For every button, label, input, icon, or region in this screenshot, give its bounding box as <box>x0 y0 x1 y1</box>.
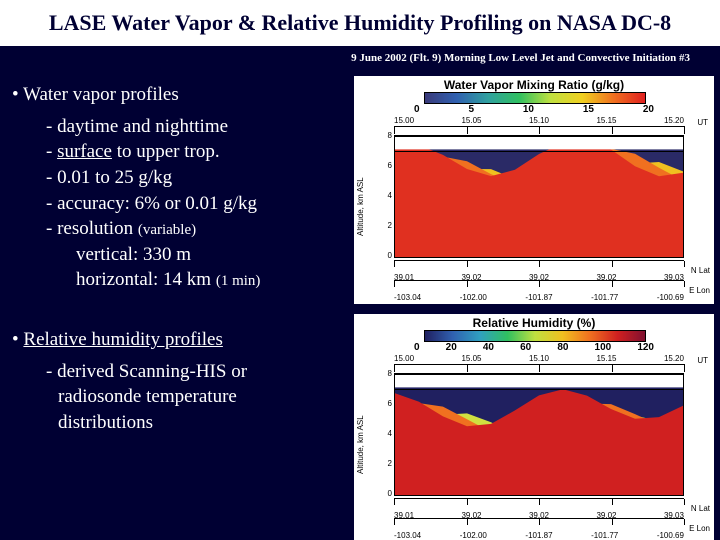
colorbar-tick: 20 <box>643 104 654 115</box>
sub-horizontal-prefix: horizontal: 14 km <box>76 269 216 290</box>
y-tick: 6 <box>380 161 392 170</box>
y-tick: 2 <box>380 459 392 468</box>
sub-accuracy: - accuracy: 6% or 0.01 g/kg <box>12 191 362 217</box>
y-tick: 2 <box>380 221 392 230</box>
colorbar-tick: 100 <box>595 342 612 353</box>
title-band: LASE Water Vapor & Relative Humidity Pro… <box>0 0 720 48</box>
colorbar-tick: 0 <box>414 342 420 353</box>
ut-label: UT <box>697 356 708 365</box>
colorbar-tick: 15 <box>583 104 594 115</box>
sub-vertical: vertical: 330 m <box>12 242 362 268</box>
time-tick: 15.10 <box>529 354 549 363</box>
y-tick: 6 <box>380 399 392 408</box>
lon-label: E Lon <box>689 524 710 533</box>
chart-relative-humidity: Relative Humidity (%)02040608010012015.0… <box>354 314 714 540</box>
sub-horizontal: horizontal: 14 km (1 min) <box>12 267 362 293</box>
colorbar-tick: 5 <box>468 104 474 115</box>
slide: LASE Water Vapor & Relative Humidity Pro… <box>0 0 720 540</box>
bullet-water-vapor: • Water vapor profiles <box>12 82 362 108</box>
axis-tick: -101.77 <box>591 531 618 540</box>
sub-surface: - surface to upper trop. <box>12 139 362 165</box>
time-tick: 15.20 <box>664 116 684 125</box>
sub-surface-suffix: to upper trop. <box>112 141 220 162</box>
sub-surface-prefix: - <box>46 141 57 162</box>
y-tick: 0 <box>380 251 392 260</box>
y-tick: 0 <box>380 489 392 498</box>
bullet-rh-underlined: Relative humidity profiles <box>23 329 222 350</box>
time-tick: 15.00 <box>394 354 414 363</box>
chart-column: Water Vapor Mixing Ratio (g/kg)051015201… <box>354 76 714 540</box>
lat-label: N Lat <box>691 266 710 275</box>
axis-tick: -103.04 <box>394 293 421 302</box>
y-tick: 4 <box>380 191 392 200</box>
y-tick: 4 <box>380 429 392 438</box>
flight-alt-line <box>395 389 683 390</box>
sub-range: - 0.01 to 25 g/kg <box>12 165 362 191</box>
sub-resolution: - resolution (variable) <box>12 216 362 242</box>
flight-alt-line <box>395 151 683 152</box>
time-tick: 15.05 <box>461 354 481 363</box>
plot-area <box>394 374 684 496</box>
ut-label: UT <box>697 118 708 127</box>
chart-title: Relative Humidity (%) <box>354 316 714 330</box>
lon-label: E Lon <box>689 286 710 295</box>
colorbar-ticks: 0 5 10 15 20 <box>414 104 654 115</box>
colorbar <box>424 330 646 342</box>
sub-rh-a: - derived Scanning-HIS or <box>12 359 362 385</box>
bullet-rh: • Relative humidity profiles <box>12 327 362 353</box>
colorbar-tick: 40 <box>483 342 494 353</box>
time-tick: 15.15 <box>596 354 616 363</box>
axis-tick: -101.87 <box>525 293 552 302</box>
sub-rh-b: radiosonde temperature <box>12 384 362 410</box>
time-tick: 15.05 <box>461 116 481 125</box>
colorbar-tick: 80 <box>557 342 568 353</box>
page-title: LASE Water Vapor & Relative Humidity Pro… <box>49 10 671 36</box>
axis-tick: -100.69 <box>657 293 684 302</box>
colorbar-tick: 120 <box>637 342 654 353</box>
bullet-rh-prefix: • <box>12 329 23 350</box>
time-tick: 15.10 <box>529 116 549 125</box>
time-tick: 15.15 <box>596 116 616 125</box>
y-tick: 8 <box>380 131 392 140</box>
colorbar-tick: 20 <box>446 342 457 353</box>
sub-daytime: - daytime and nighttime <box>12 114 362 140</box>
axis-tick: -102.00 <box>460 293 487 302</box>
y-tick: 8 <box>380 369 392 378</box>
time-tick: 15.20 <box>664 354 684 363</box>
colorbar-tick: 60 <box>520 342 531 353</box>
caption-text: 9 June 2002 (Flt. 9) Morning Low Level J… <box>351 52 690 64</box>
plot-area <box>394 136 684 258</box>
axis-tick: -102.00 <box>460 531 487 540</box>
chart-water-vapor: Water Vapor Mixing Ratio (g/kg)051015201… <box>354 76 714 304</box>
content-area: 9 June 2002 (Flt. 9) Morning Low Level J… <box>0 46 720 540</box>
sub-horizontal-paren: (1 min) <box>216 273 261 289</box>
colorbar <box>424 92 646 104</box>
chart-title: Water Vapor Mixing Ratio (g/kg) <box>354 78 714 92</box>
y-axis-label: Altitude, km ASL <box>356 136 365 236</box>
colorbar-tick: 0 <box>414 104 420 115</box>
y-axis-label: Altitude, km ASL <box>356 374 365 474</box>
axis-tick: -100.69 <box>657 531 684 540</box>
sub-resolution-prefix: - resolution <box>46 218 138 239</box>
text-column: • Water vapor profiles - daytime and nig… <box>12 82 362 436</box>
time-axis: 15.00 15.05 15.10 15.15 15.20 <box>394 116 684 130</box>
colorbar-ticks: 0 20 40 60 80 100 120 <box>414 342 654 353</box>
axis-tick: -101.77 <box>591 293 618 302</box>
time-tick: 15.00 <box>394 116 414 125</box>
lat-label: N Lat <box>691 504 710 513</box>
time-axis: 15.00 15.05 15.10 15.15 15.20 <box>394 354 684 368</box>
y-ticks: 0 2 4 6 8 <box>380 370 392 498</box>
sub-surface-underlined: surface <box>57 141 112 162</box>
axis-tick: -103.04 <box>394 531 421 540</box>
axis-tick: -101.87 <box>525 531 552 540</box>
y-ticks: 0 2 4 6 8 <box>380 132 392 260</box>
sub-resolution-paren: (variable) <box>138 222 196 238</box>
sub-rh-c: distributions <box>12 410 362 436</box>
colorbar-tick: 10 <box>523 104 534 115</box>
